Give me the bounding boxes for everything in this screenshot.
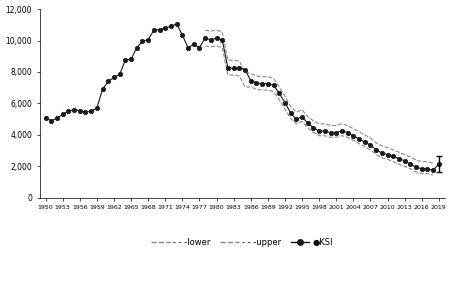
Legend: - - -lower, - - -upper, ●KSI: - - -lower, - - -upper, ●KSI [148,235,337,250]
